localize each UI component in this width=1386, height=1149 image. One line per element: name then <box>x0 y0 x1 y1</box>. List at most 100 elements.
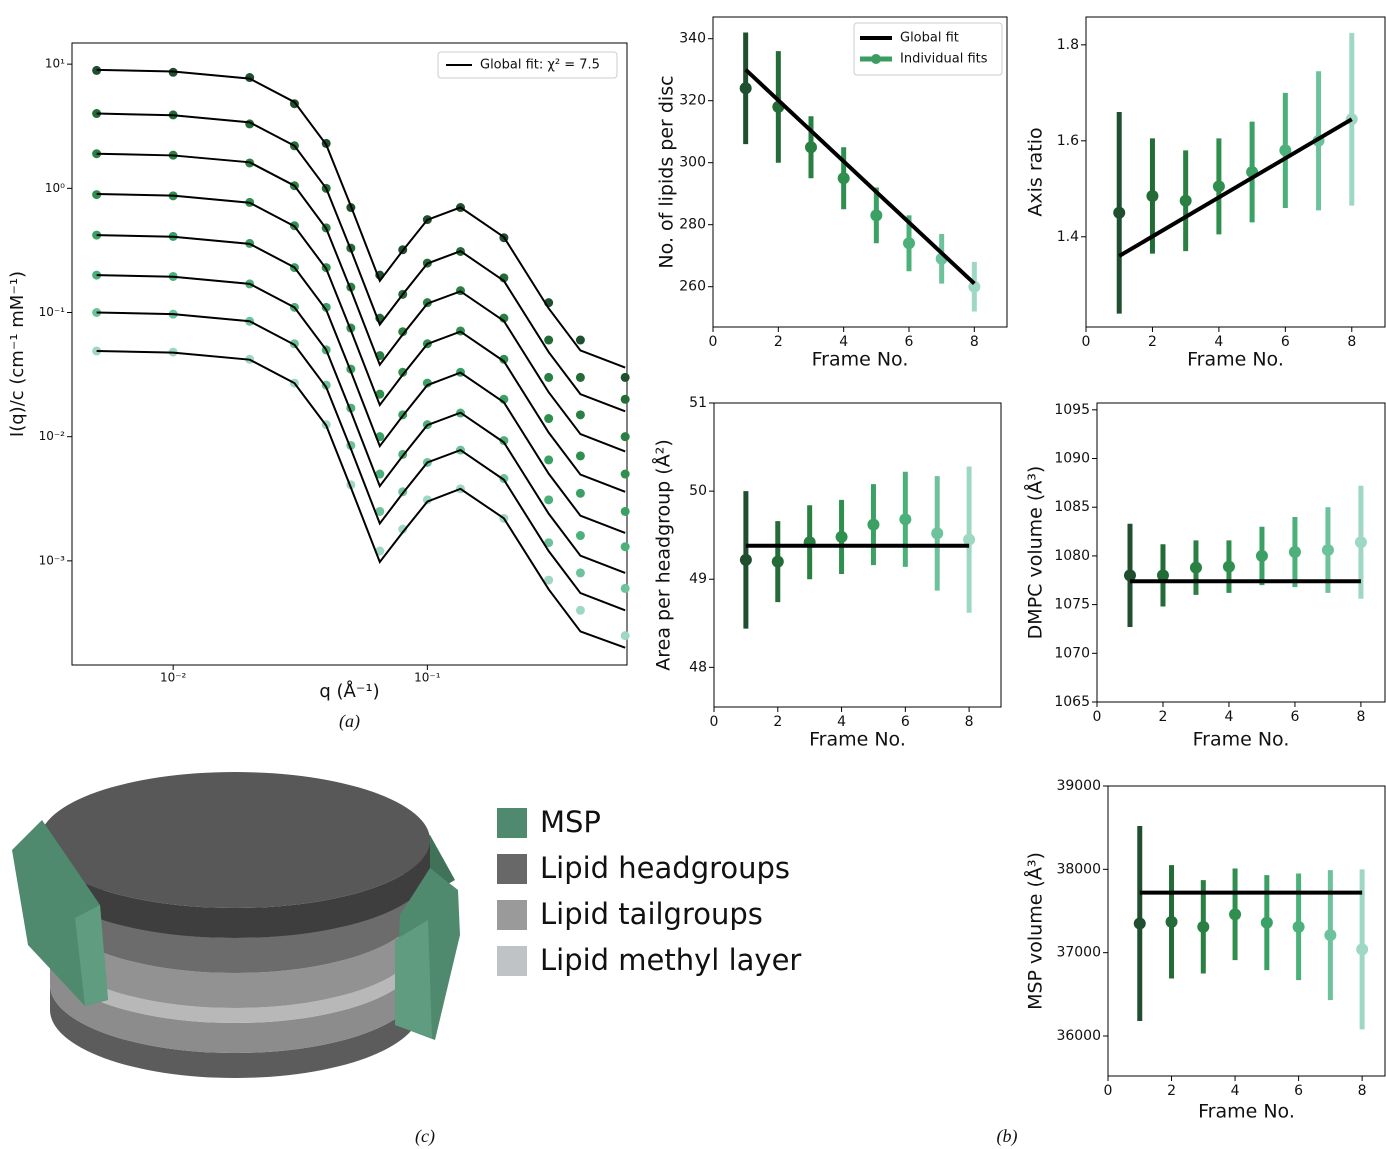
legend-label: Lipid tailgroups <box>540 897 763 931</box>
data-point <box>1133 917 1146 930</box>
data-point <box>575 451 585 461</box>
x-tick-label: 10⁻¹ <box>414 671 441 685</box>
y-tick-label: 1090 <box>1054 451 1090 467</box>
data-point <box>544 335 554 345</box>
y-tick-label: 50 <box>689 483 707 499</box>
y-tick-label: 10⁻¹ <box>39 305 66 319</box>
chart: 10⁻² 10⁻¹ 10⁻³ 10⁻² 10⁻¹ 10⁰ 10¹ q (Å⁻¹) I(q)/c … <box>7 42 630 732</box>
y-tick-label: 1.8 <box>1057 37 1079 53</box>
y-tick-label: 10⁰ <box>45 181 65 195</box>
x-tick-label: 4 <box>1231 1083 1240 1099</box>
plot-frame <box>1096 402 1386 703</box>
y-tick-label: 1.4 <box>1057 229 1079 245</box>
plot-frame <box>713 402 1002 708</box>
data-point <box>544 538 554 548</box>
data-point <box>963 533 976 546</box>
x-tick-label: 8 <box>1347 334 1356 350</box>
legend-swatch <box>497 900 527 930</box>
data-point <box>931 527 944 540</box>
y-tick-label: 49 <box>689 571 707 587</box>
data-point <box>375 469 385 479</box>
y-axis-label: Area per headgroup (Å²) <box>652 439 675 670</box>
x-tick-label: 8 <box>970 334 979 350</box>
x-tick-label: 10⁻² <box>160 671 187 685</box>
data-point <box>1222 560 1235 573</box>
headgroup-top <box>50 870 420 973</box>
data-point <box>1123 569 1136 582</box>
y-axis-label: No. of lipids per disc <box>656 75 678 268</box>
panel-caption: (b) <box>997 1126 1018 1147</box>
x-tick-label: 6 <box>1281 334 1290 350</box>
legend-label: Individual fits <box>900 52 988 67</box>
methyl-layer <box>50 940 420 1023</box>
data-point <box>1179 194 1192 207</box>
y-tick-label: 37000 <box>1056 945 1101 961</box>
data-point <box>544 414 554 424</box>
y-tick-label: 48 <box>689 659 707 675</box>
data-point <box>575 605 585 615</box>
data-point <box>544 455 554 465</box>
y-tick-label: 36000 <box>1056 1028 1101 1044</box>
y-tick-label: 300 <box>679 155 706 171</box>
y-tick-label: 51 <box>689 395 707 411</box>
data-point <box>1356 943 1369 956</box>
data-point <box>321 302 331 312</box>
y-tick-label: 280 <box>679 217 706 233</box>
data-point <box>1288 546 1301 559</box>
x-tick-label: 4 <box>837 714 846 730</box>
data-point <box>544 495 554 505</box>
y-tick-label: 10⁻³ <box>39 553 66 567</box>
data-point <box>620 432 630 442</box>
fit-line <box>96 311 626 612</box>
data-point <box>837 172 850 185</box>
data-point <box>398 327 408 337</box>
x-tick-label: 4 <box>1224 709 1233 725</box>
y-tick-label: 260 <box>679 279 706 295</box>
tailgroup-bottom <box>50 955 420 1053</box>
data-point <box>1292 920 1305 933</box>
data-point <box>620 394 630 404</box>
fit-line <box>96 349 626 649</box>
x-tick-label: 8 <box>965 714 974 730</box>
fit-line <box>96 112 626 413</box>
data-point <box>620 583 630 593</box>
fit-line <box>96 234 626 534</box>
fit-line <box>96 152 626 453</box>
legend-label: Lipid headgroups <box>540 851 790 885</box>
fit-line <box>96 193 626 493</box>
x-tick-label: 0 <box>1104 1083 1113 1099</box>
data-point <box>499 354 509 364</box>
data-point <box>620 372 630 382</box>
y-axis-label: Axis ratio <box>1025 127 1047 216</box>
data-point <box>1354 536 1367 549</box>
x-tick-label: 2 <box>1167 1083 1176 1099</box>
x-axis-label: Frame No. <box>812 349 909 371</box>
data-point <box>575 372 585 382</box>
tailgroup-top <box>50 905 420 1008</box>
data-point <box>1324 929 1337 942</box>
headgroup-bottom <box>50 985 420 1078</box>
y-axis-label: MSP volume (Å³) <box>1024 852 1047 1010</box>
x-axis-label: Frame No. <box>1187 349 1284 371</box>
legend-label: Lipid methyl layer <box>540 943 801 977</box>
legend-swatch <box>497 854 527 884</box>
x-tick-label: 0 <box>1093 709 1102 725</box>
data-point <box>1212 180 1225 193</box>
x-axis-label: Frame No. <box>809 729 906 751</box>
top-slab-face <box>40 772 430 908</box>
data-point <box>620 506 630 516</box>
top-slab-side <box>40 840 430 938</box>
data-point <box>1156 569 1169 582</box>
legend-box <box>437 51 618 79</box>
x-tick-label: 8 <box>1356 709 1365 725</box>
data-point <box>1189 561 1202 574</box>
fit-line <box>96 274 626 574</box>
chart: 0 2 4 6 8 36000 37000 38000 39000 Frame No. MSP vo… <box>1024 778 1386 1123</box>
data-point <box>1260 916 1273 929</box>
data-point <box>1255 549 1268 562</box>
plot-frame <box>712 16 1008 328</box>
data-point <box>544 372 554 382</box>
data-point <box>375 546 385 556</box>
disc-model <box>12 772 460 1078</box>
legend-marker <box>871 54 881 64</box>
